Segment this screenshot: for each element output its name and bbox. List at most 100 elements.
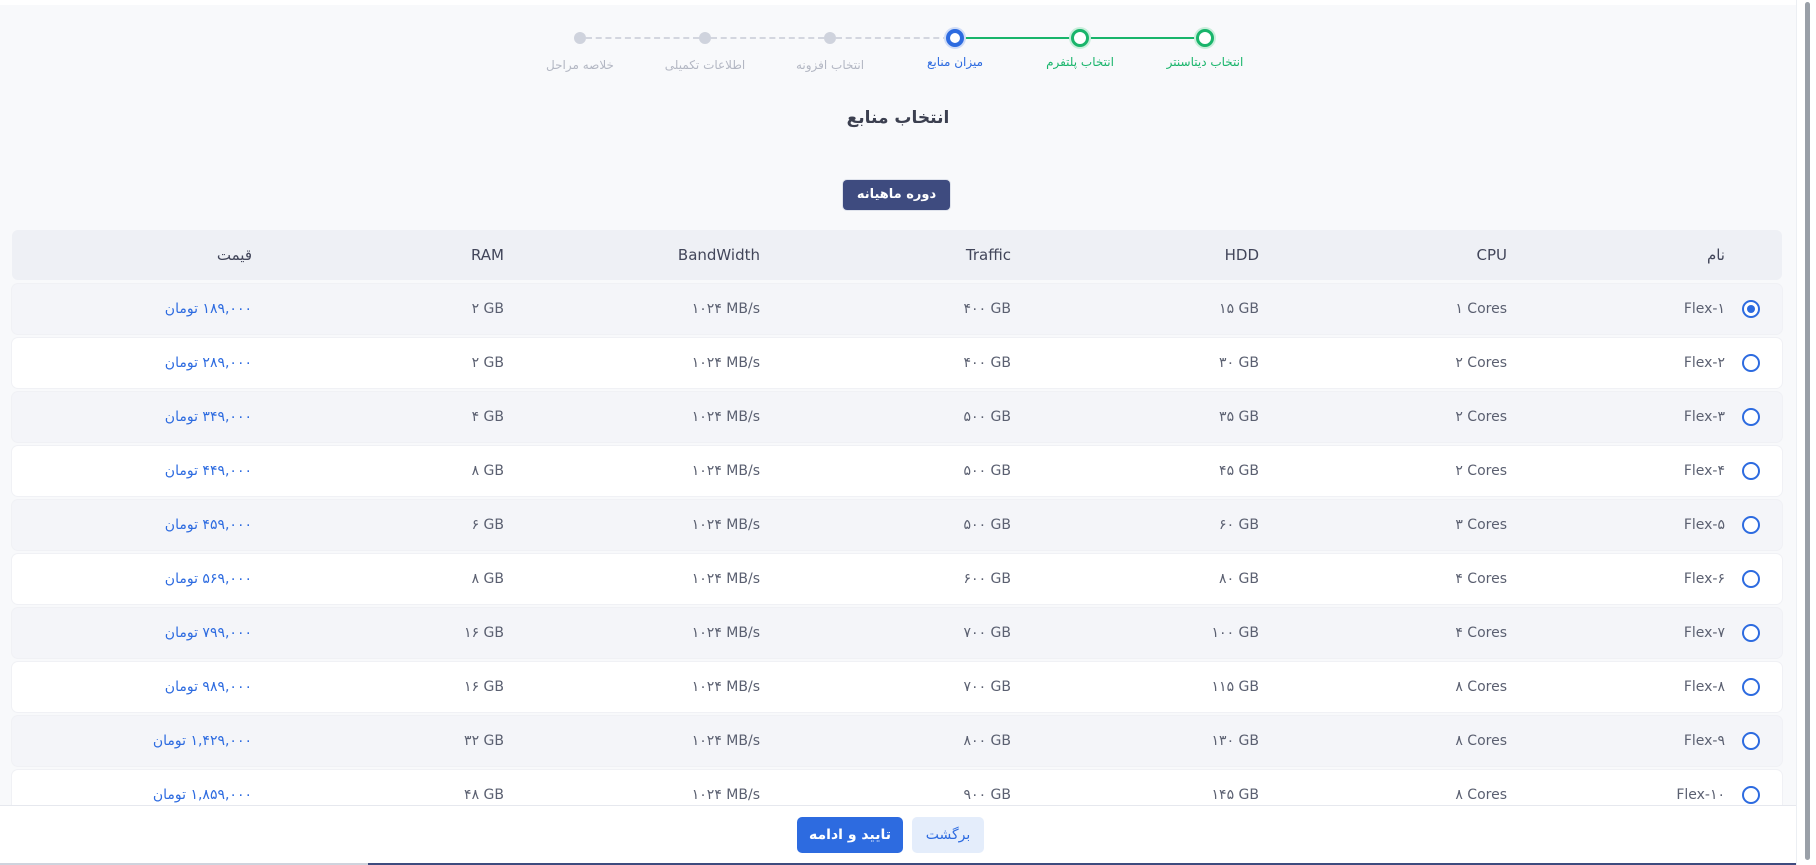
cell-name: Flex-۶ [1683, 571, 1725, 587]
cell-hdd: ۱۴۵ GB [1211, 787, 1259, 803]
header-name: نام [1706, 246, 1725, 264]
scrollbar-thumb[interactable] [1805, 2, 1810, 860]
cell-hdd: ۱۵ GB [1219, 301, 1259, 317]
header-traffic: Traffic [965, 246, 1011, 264]
cell-cpu: ۲ Cores [1455, 355, 1507, 371]
cell-name: Flex-۳ [1683, 409, 1725, 425]
cell-price: ۴۴۹,۰۰۰ تومان [164, 463, 252, 479]
header-cpu: CPU [1476, 246, 1508, 264]
cell-hdd: ۶۰ GB [1219, 517, 1259, 533]
cell-name: Flex-۴ [1683, 463, 1725, 479]
cell-cpu: ۲ Cores [1455, 409, 1507, 425]
cell-cpu: ۲ Cores [1455, 463, 1507, 479]
step-dot [574, 32, 586, 44]
confirm-continue-button[interactable]: تایید و ادامه [797, 817, 903, 853]
step-label: انتخاب پلتفرم [1046, 55, 1114, 69]
bottom-bar-segment [0, 863, 368, 865]
cell-cpu: ۳ Cores [1455, 517, 1507, 533]
stepper-line [711, 37, 824, 39]
step-label: انتخاب دیتاسنتر [1166, 55, 1244, 69]
cell-ram: ۳۲ GB [464, 733, 504, 749]
plan-radio-button[interactable] [1742, 516, 1760, 534]
page-scrollbar[interactable] [1796, 0, 1816, 865]
cell-name: Flex-۲ [1683, 355, 1725, 371]
cell-bandwidth: ۱۰۲۴ MB/s [691, 409, 760, 425]
bottom-bar [0, 863, 1796, 865]
step-label: میزان منابع [926, 55, 984, 69]
cell-name: Flex-۱۰ [1676, 787, 1725, 803]
cell-ram: ۴۸ GB [464, 787, 504, 803]
plan-radio-button[interactable] [1742, 408, 1760, 426]
cell-cpu: ۴ Cores [1455, 625, 1507, 641]
step-dot [824, 32, 836, 44]
step-platform[interactable]: انتخاب پلتفرم [1010, 26, 1150, 69]
cell-traffic: ۵۰۰ GB [963, 463, 1011, 479]
cell-price: ۴۵۹,۰۰۰ تومان [164, 517, 252, 533]
cell-name: Flex-۷ [1683, 625, 1725, 641]
table-row[interactable]: Flex-۷ ۴ Cores ۱۰۰ GB ۷۰۰ GB ۱۰۲۴ MB/s ۱۶ GB ۷… [12, 608, 1782, 658]
step-current-dot [946, 29, 964, 47]
table-row[interactable]: Flex-۹ ۸ Cores ۱۳۰ GB ۸۰۰ GB ۱۰۲۴ MB/s ۳۲ GB ۱… [12, 716, 1782, 766]
cell-cpu: ۱ Cores [1455, 301, 1507, 317]
cell-hdd: ۴۵ GB [1219, 463, 1259, 479]
footer-bar: تایید و ادامه برگشت [0, 805, 1796, 865]
table-body: Flex-۱ ۱ Cores ۱۵ GB ۴۰۰ GB ۱۰۲۴ MB/s ۲ GB ۱۸۹… [12, 284, 1782, 820]
back-button[interactable]: برگشت [912, 817, 984, 853]
plan-radio-button[interactable] [1742, 570, 1760, 588]
cell-name: Flex-۵ [1683, 517, 1725, 533]
cell-price: ۳۴۹,۰۰۰ تومان [164, 409, 252, 425]
cell-bandwidth: ۱۰۲۴ MB/s [691, 625, 760, 641]
step-check-dot [1071, 29, 1089, 47]
monthly-period-button[interactable]: دوره ماهیانه [843, 180, 950, 210]
table-row[interactable]: Flex-۸ ۸ Cores ۱۱۵ GB ۷۰۰ GB ۱۰۲۴ MB/s ۱۶ GB ۹… [12, 662, 1782, 712]
cell-ram: ۱۶ GB [464, 679, 504, 695]
cell-traffic: ۷۰۰ GB [963, 625, 1011, 641]
cell-name: Flex-۹ [1683, 733, 1725, 749]
step-datacenter[interactable]: انتخاب دیتاسنتر [1135, 26, 1275, 69]
cell-hdd: ۱۳۰ GB [1211, 733, 1259, 749]
table-row[interactable]: Flex-۲ ۲ Cores ۳۰ GB ۴۰۰ GB ۱۰۲۴ MB/s ۲ GB ۲۸۹… [12, 338, 1782, 388]
plan-radio-button[interactable] [1742, 624, 1760, 642]
cell-bandwidth: ۱۰۲۴ MB/s [691, 733, 760, 749]
cell-traffic: ۵۰۰ GB [963, 409, 1011, 425]
cell-bandwidth: ۱۰۲۴ MB/s [691, 355, 760, 371]
step-addons: انتخاب افزونه [760, 26, 900, 72]
cell-traffic: ۷۰۰ GB [963, 679, 1011, 695]
cell-name: Flex-۱ [1683, 301, 1725, 317]
step-label: خلاصه مراحل [546, 58, 614, 72]
top-strip [0, 0, 1796, 5]
plan-radio-button[interactable] [1742, 354, 1760, 372]
table-row[interactable]: Flex-۶ ۴ Cores ۸۰ GB ۶۰۰ GB ۱۰۲۴ MB/s ۸ GB ۵۶۹… [12, 554, 1782, 604]
cell-traffic: ۵۰۰ GB [963, 517, 1011, 533]
table-header: نام CPU HDD Traffic BandWidth RAM قیمت [12, 230, 1782, 280]
cell-bandwidth: ۱۰۲۴ MB/s [691, 463, 760, 479]
table-row[interactable]: Flex-۱ ۱ Cores ۱۵ GB ۴۰۰ GB ۱۰۲۴ MB/s ۲ GB ۱۸۹… [12, 284, 1782, 334]
cell-cpu: ۸ Cores [1455, 733, 1507, 749]
plan-radio-button[interactable] [1742, 300, 1760, 318]
cell-ram: ۲ GB [471, 355, 504, 371]
cell-traffic: ۸۰۰ GB [963, 733, 1011, 749]
plan-radio-button[interactable] [1742, 786, 1760, 804]
cell-bandwidth: ۱۰۲۴ MB/s [691, 787, 760, 803]
cell-traffic: ۴۰۰ GB [963, 355, 1011, 371]
cell-price: ۵۶۹,۰۰۰ تومان [164, 571, 252, 587]
cell-ram: ۸ GB [471, 571, 504, 587]
cell-bandwidth: ۱۰۲۴ MB/s [691, 679, 760, 695]
plan-radio-button[interactable] [1742, 462, 1760, 480]
step-summary: خلاصه مراحل [510, 26, 650, 72]
step-resources[interactable]: میزان منابع [885, 26, 1025, 69]
cell-bandwidth: ۱۰۲۴ MB/s [691, 301, 760, 317]
stepper-line [836, 37, 949, 39]
table-row[interactable]: Flex-۴ ۲ Cores ۴۵ GB ۵۰۰ GB ۱۰۲۴ MB/s ۸ GB ۴۴۹… [12, 446, 1782, 496]
plan-radio-button[interactable] [1742, 678, 1760, 696]
step-additional-info: اطلاعات تکمیلی [635, 26, 775, 72]
plan-radio-button[interactable] [1742, 732, 1760, 750]
step-check-dot [1196, 29, 1214, 47]
step-label: انتخاب افزونه [795, 58, 865, 72]
cell-price: ۱,۴۲۹,۰۰۰ تومان [152, 733, 252, 749]
cell-name: Flex-۸ [1683, 679, 1725, 695]
table-row[interactable]: Flex-۵ ۳ Cores ۶۰ GB ۵۰۰ GB ۱۰۲۴ MB/s ۶ GB ۴۵۹… [12, 500, 1782, 550]
cell-cpu: ۸ Cores [1455, 679, 1507, 695]
cell-ram: ۴ GB [471, 409, 504, 425]
table-row[interactable]: Flex-۳ ۲ Cores ۳۵ GB ۵۰۰ GB ۱۰۲۴ MB/s ۴ GB ۳۴۹… [12, 392, 1782, 442]
